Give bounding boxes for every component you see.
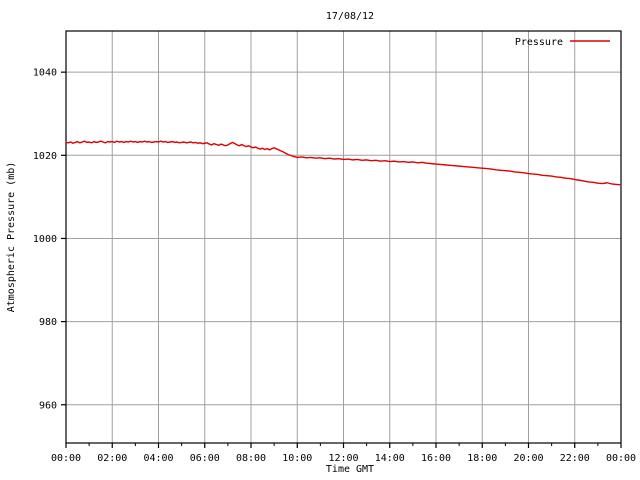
x-tick-label: 08:00 bbox=[236, 453, 266, 464]
axis-tick-marks bbox=[61, 71, 622, 448]
x-tick-label: 10:00 bbox=[282, 453, 312, 464]
y-tick-label: 1020 bbox=[33, 151, 57, 162]
x-tick-label: 14:00 bbox=[375, 453, 405, 464]
y-tick-label: 960 bbox=[39, 400, 57, 411]
x-tick-label: 06:00 bbox=[190, 453, 220, 464]
x-tick-label: 00:00 bbox=[51, 453, 81, 464]
legend-label-pressure: Pressure bbox=[515, 37, 563, 48]
x-tick-label: 22:00 bbox=[560, 453, 590, 464]
x-axis-title: Time GMT bbox=[326, 464, 374, 475]
x-tick-label: 18:00 bbox=[467, 453, 497, 464]
legend: Pressure bbox=[515, 37, 610, 48]
x-tick-label: 04:00 bbox=[143, 453, 173, 464]
y-axis-tick-labels: 960 980 1000 1020 1040 bbox=[33, 68, 57, 412]
grid-lines bbox=[66, 31, 621, 443]
x-tick-label: 00:00 bbox=[606, 453, 636, 464]
x-tick-label: 12:00 bbox=[328, 453, 358, 464]
x-tick-label: 02:00 bbox=[97, 453, 127, 464]
series-line-pressure bbox=[65, 140, 622, 186]
x-tick-label: 20:00 bbox=[513, 453, 543, 464]
x-axis-tick-labels: 00:00 02:00 04:00 06:00 08:00 10:00 12:00 14:00… bbox=[51, 453, 636, 464]
plot-frame bbox=[65, 30, 622, 444]
y-tick-label: 980 bbox=[39, 317, 57, 328]
y-tick-label: 1000 bbox=[33, 234, 57, 245]
x-tick-label: 16:00 bbox=[421, 453, 451, 464]
y-axis-title: Atmospheric Pressure (mb) bbox=[6, 162, 17, 313]
chart-title: 17/08/12 bbox=[326, 11, 374, 22]
y-tick-label: 1040 bbox=[33, 68, 57, 79]
